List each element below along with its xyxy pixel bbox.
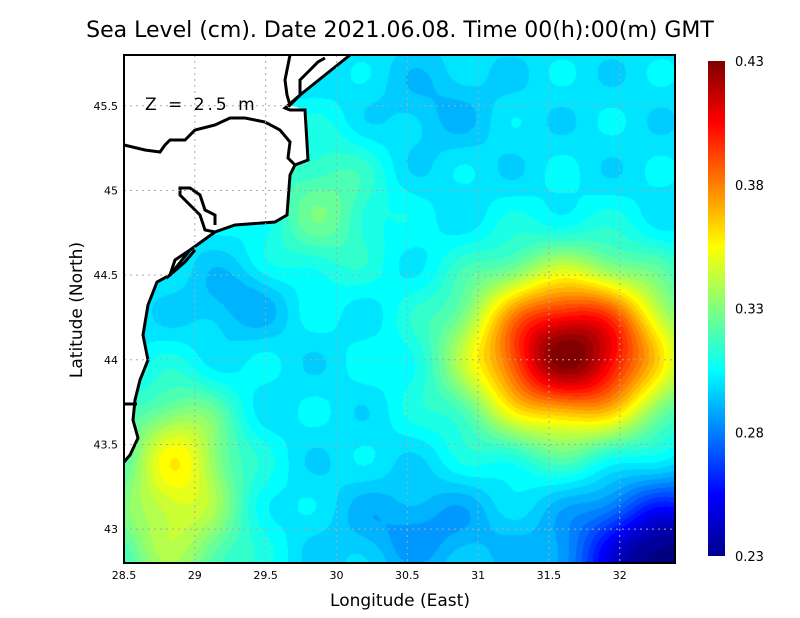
grid-lines <box>124 55 675 563</box>
plot-frame <box>123 54 676 564</box>
coastline <box>122 53 351 463</box>
colorbar-tick-label: 0.38 <box>735 179 764 194</box>
x-axis-label: Longitude (East) <box>330 591 470 611</box>
x-tick-label: 31 <box>471 569 485 582</box>
y-tick-label: 45 <box>104 184 118 197</box>
y-axis-label: Latitude (North) <box>67 242 87 378</box>
colorbar <box>708 61 725 556</box>
x-tick-label: 28.5 <box>112 569 137 582</box>
y-tick-label: 45.5 <box>94 100 119 113</box>
x-tick-label: 29 <box>188 569 202 582</box>
colorbar-tick-label: 0.33 <box>735 303 764 318</box>
x-tick-label: 32 <box>613 569 627 582</box>
x-tick-label: 29.5 <box>253 569 278 582</box>
colorbar-tick-label: 0.23 <box>735 550 764 565</box>
y-tick-label: 43.5 <box>94 438 119 451</box>
chart-title: Sea Level (cm). Date 2021.06.08. Time 00… <box>86 18 714 43</box>
x-tick-label: 30 <box>329 569 343 582</box>
y-tick-label: 44.5 <box>94 269 119 282</box>
depth-annotation: Z = 2.5 m <box>145 95 258 115</box>
y-tick-label: 43 <box>104 523 118 536</box>
x-tick-label: 30.5 <box>395 569 420 582</box>
land-mask <box>124 55 350 462</box>
x-tick-label: 31.5 <box>537 569 562 582</box>
colorbar-tick-label: 0.43 <box>735 55 764 70</box>
colorbar-tick-label: 0.28 <box>735 426 764 441</box>
y-tick-label: 44 <box>104 354 118 367</box>
